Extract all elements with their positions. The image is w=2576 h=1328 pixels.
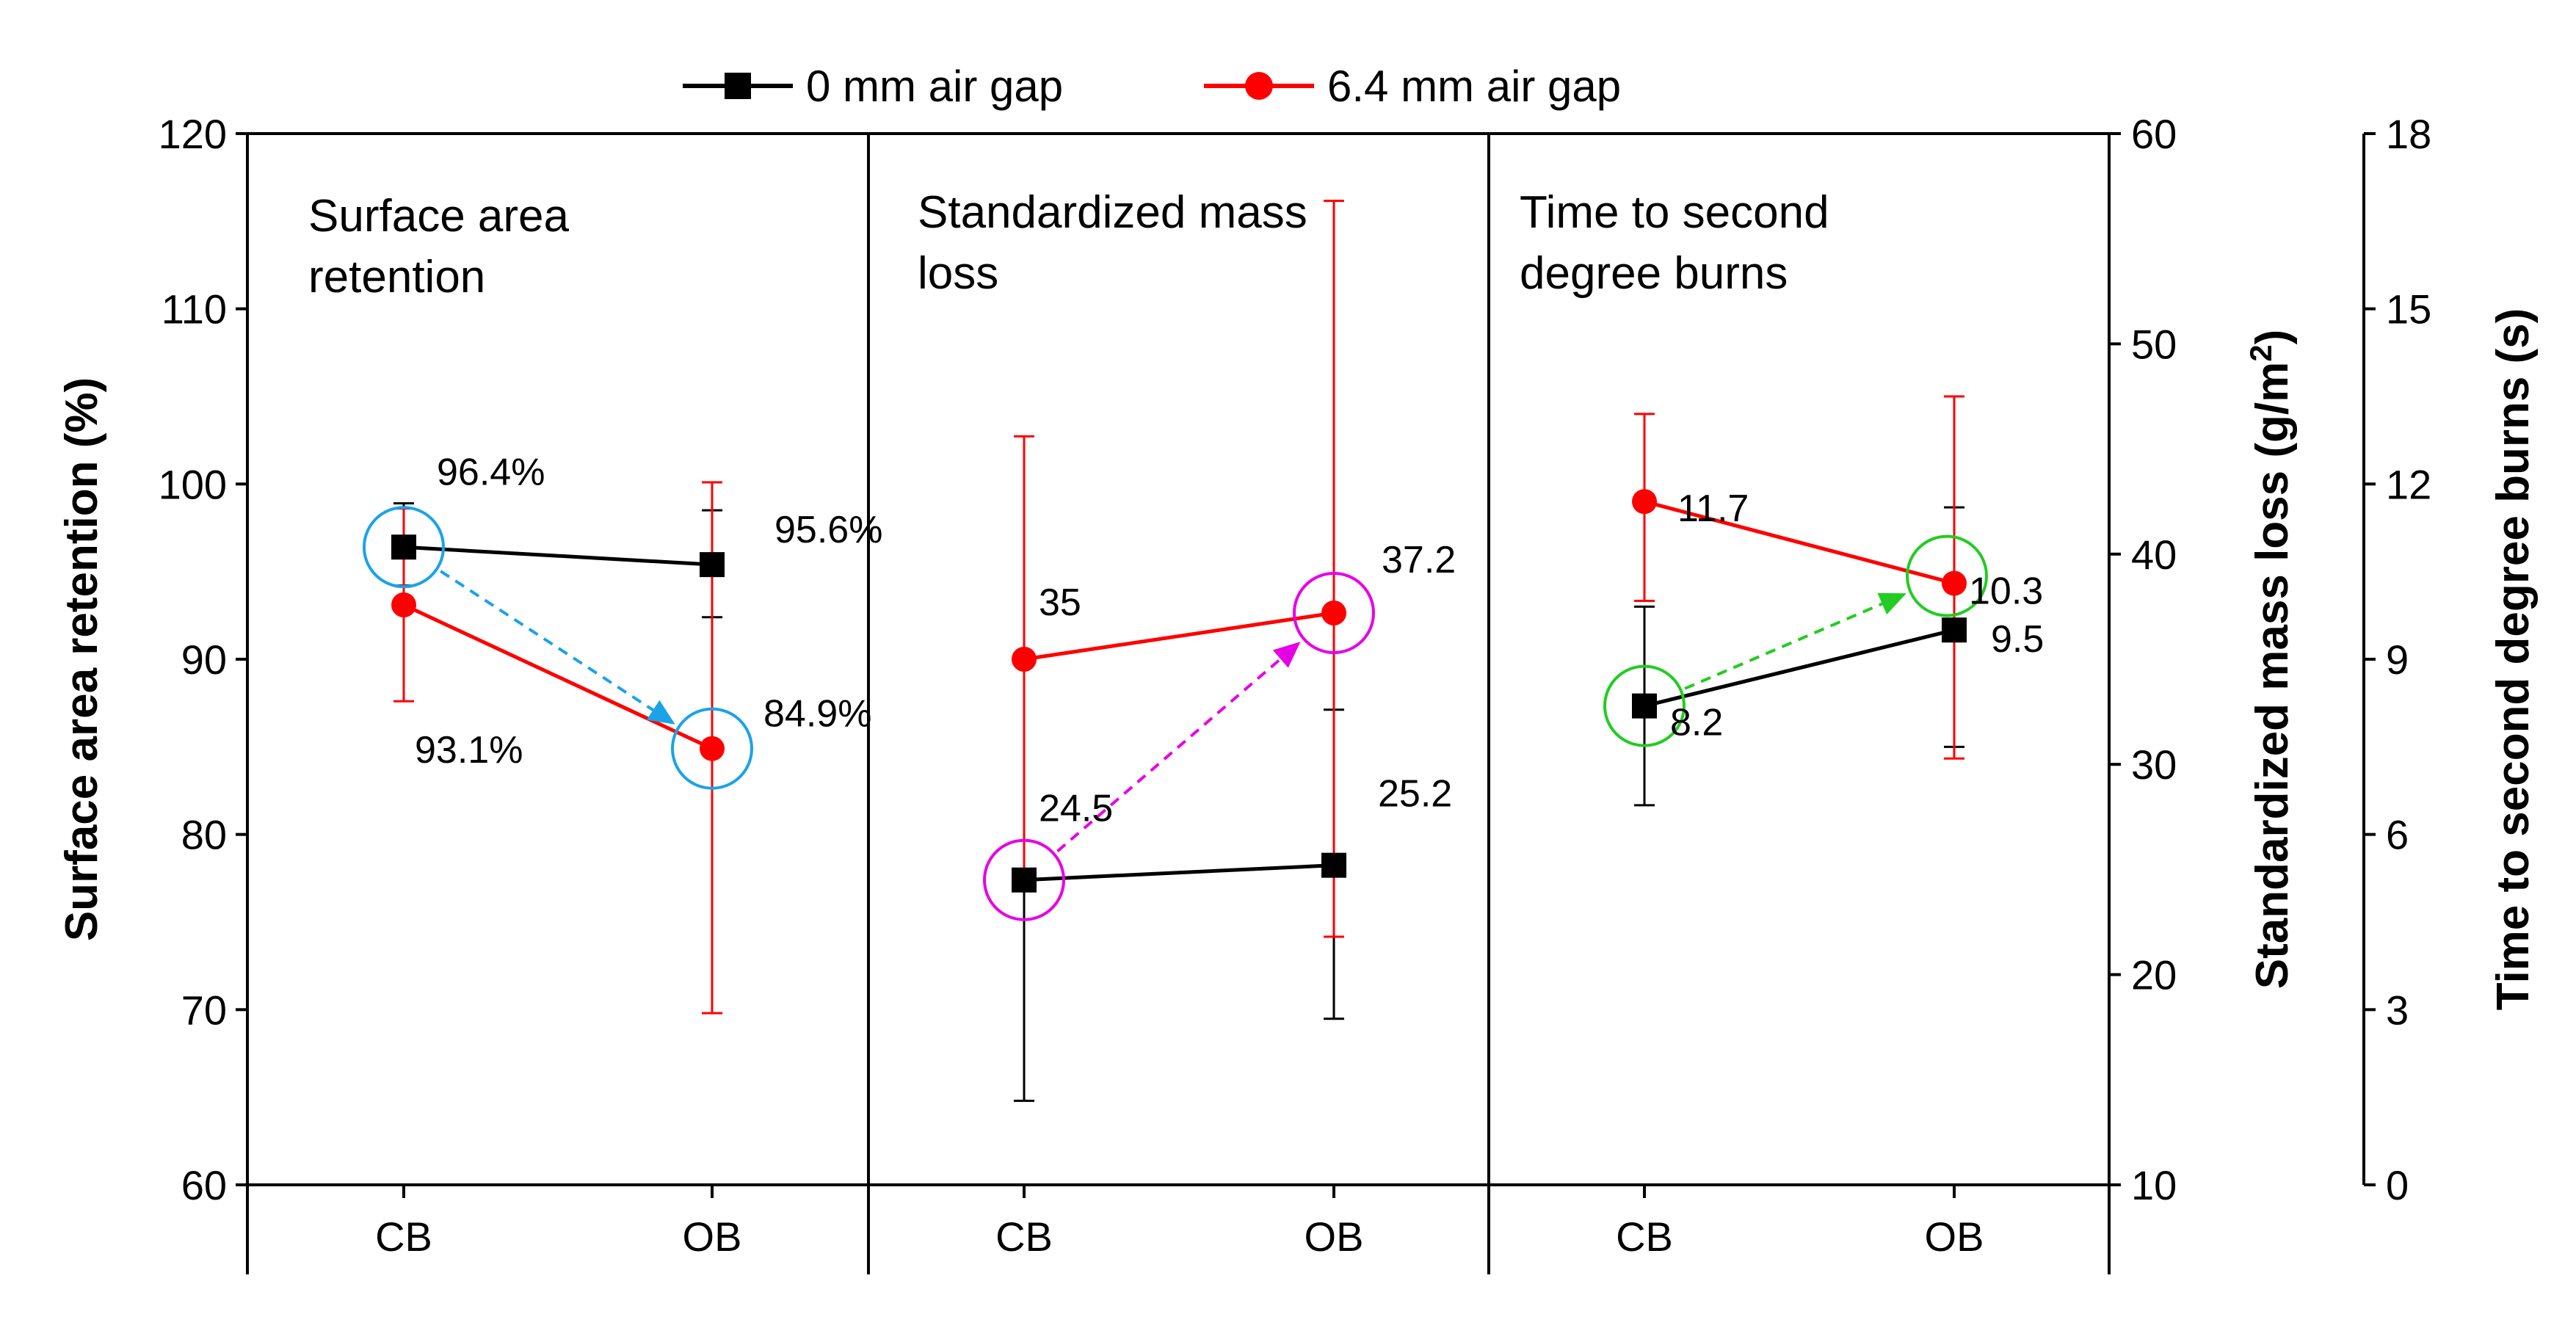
data-label: 24.5	[1039, 788, 1113, 830]
marker-0mm	[1321, 852, 1346, 878]
highlight-circle	[1603, 664, 1686, 747]
marker-64mm	[1632, 489, 1657, 515]
series-line-0mm	[1023, 863, 1335, 882]
marker-64mm	[1012, 647, 1037, 672]
left-tick-label: 110	[162, 286, 227, 333]
left-tick-label: 90	[181, 636, 227, 683]
highlight-circle	[1906, 534, 1988, 617]
marker-64mm	[1321, 600, 1346, 625]
right1-tick-label: 60	[2131, 111, 2177, 157]
panel-1-title-line-1: Surface area	[308, 191, 570, 242]
panel-3-title-line-1: Time to second	[1520, 187, 1829, 238]
panel-2-title-line-2: loss	[918, 248, 998, 299]
legend-marker-0mm	[725, 73, 751, 99]
data-label: 95.6%	[774, 509, 882, 551]
x-tick-label: OB	[683, 1213, 742, 1260]
right1-axis: 10 20 30 40 50 60	[2109, 111, 2177, 1208]
trend-arrow	[1056, 653, 1288, 853]
right1-tick-label: 50	[2131, 321, 2177, 367]
x-tick-label: CB	[995, 1213, 1053, 1260]
legend-label-0mm: 0 mm air gap	[806, 62, 1063, 111]
right1-tick-label: 10	[2131, 1162, 2177, 1208]
left-tick-label: 120	[159, 111, 227, 157]
right1-tick-label: 40	[2131, 531, 2177, 578]
x-tick-label: OB	[1925, 1213, 1984, 1260]
marker-0mm	[1632, 693, 1657, 719]
marker-0mm	[700, 552, 725, 578]
panel-2-marks: 24.5 25.2 35 37.2	[983, 200, 1456, 1102]
series-line-64mm	[402, 603, 714, 750]
panel-1-title-line-2: retention	[308, 252, 485, 302]
right2-tick-label: 18	[2386, 111, 2431, 157]
data-label: 37.2	[1382, 539, 1456, 581]
legend: 0 mm air gap 6.4 mm air gap	[683, 62, 1621, 111]
data-label: 84.9%	[763, 693, 871, 736]
series-line-0mm	[1644, 628, 1955, 708]
highlight-circle	[363, 506, 445, 589]
x-tick-label: CB	[1616, 1213, 1673, 1260]
left-tick-label: 70	[181, 987, 227, 1033]
data-label: 96.4%	[437, 451, 545, 493]
panel-3-marks: 8.2 9.5 11.7 10.3	[1603, 395, 2044, 807]
data-label: 8.2	[1670, 702, 1723, 744]
right1-tick-label: 20	[2131, 952, 2177, 998]
trend-arrowhead	[1877, 592, 1906, 615]
left-tick-label: 100	[159, 461, 227, 507]
data-marks: 96.4% 95.6% 93.1% 84.9% 24.5 25.2 35 37.2 8.2 9.5…	[363, 200, 2044, 1102]
marker-0mm	[1942, 617, 1967, 643]
right1-tick-label: 30	[2131, 741, 2177, 788]
trend-arrow	[1684, 599, 1890, 690]
right2-tick-label: 9	[2386, 636, 2409, 683]
x-tick-label: CB	[375, 1213, 432, 1260]
left-axis: 60 70 80 90 100 110 120	[159, 111, 247, 1208]
trend-arrowhead	[646, 700, 675, 725]
plot-frame	[246, 132, 2365, 1274]
highlight-circle	[983, 838, 1065, 921]
right2-tick-label: 15	[2386, 286, 2431, 333]
x-axis: CB OB CB OB CB OB	[375, 1185, 1984, 1260]
marker-0mm	[391, 534, 416, 560]
data-label: 93.1%	[415, 729, 523, 772]
marker-0mm	[1012, 867, 1037, 893]
trend-arrowhead	[1272, 642, 1301, 668]
marker-64mm	[700, 736, 725, 761]
marker-64mm	[391, 592, 416, 618]
data-label: 25.2	[1378, 773, 1452, 816]
error-bar	[1324, 200, 1344, 938]
legend-label-64mm: 6.4 mm air gap	[1327, 62, 1621, 111]
marker-64mm	[1942, 570, 1967, 596]
right2-tick-label: 6	[2386, 812, 2409, 858]
left-axis-title: Surface area retention (%)	[57, 377, 107, 941]
x-tick-label: OB	[1305, 1213, 1364, 1260]
panel-2-title-line-1: Standardized mass	[918, 187, 1307, 238]
highlight-circle	[671, 707, 753, 790]
legend-marker-64mm	[1245, 72, 1273, 100]
right1-axis-title: Standardized mass loss (g/m2)	[2243, 330, 2298, 989]
data-label: 35	[1039, 581, 1081, 624]
data-label: 9.5	[1991, 618, 2044, 661]
right2-axis: 0 3 6 9 12 15 18	[2364, 111, 2431, 1208]
right2-tick-label: 12	[2386, 461, 2431, 507]
panel-3-title-line-2: degree burns	[1520, 248, 1788, 299]
right2-tick-label: 3	[2386, 987, 2409, 1033]
trend-arrow	[440, 570, 661, 716]
data-label: 10.3	[1969, 570, 2043, 613]
series-line-64mm	[1644, 499, 1955, 585]
series-line-0mm	[403, 545, 713, 567]
left-tick-label: 60	[181, 1162, 227, 1208]
panel-1-marks: 96.4% 95.6% 93.1% 84.9%	[363, 451, 882, 1015]
highlight-circle	[1293, 571, 1375, 654]
data-label: 11.7	[1677, 487, 1749, 530]
right2-axis-title: Time to second degree burns (s)	[2488, 308, 2539, 1011]
left-tick-label: 80	[181, 812, 227, 858]
series-line-64mm	[1023, 611, 1335, 661]
right2-tick-label: 0	[2386, 1162, 2409, 1208]
